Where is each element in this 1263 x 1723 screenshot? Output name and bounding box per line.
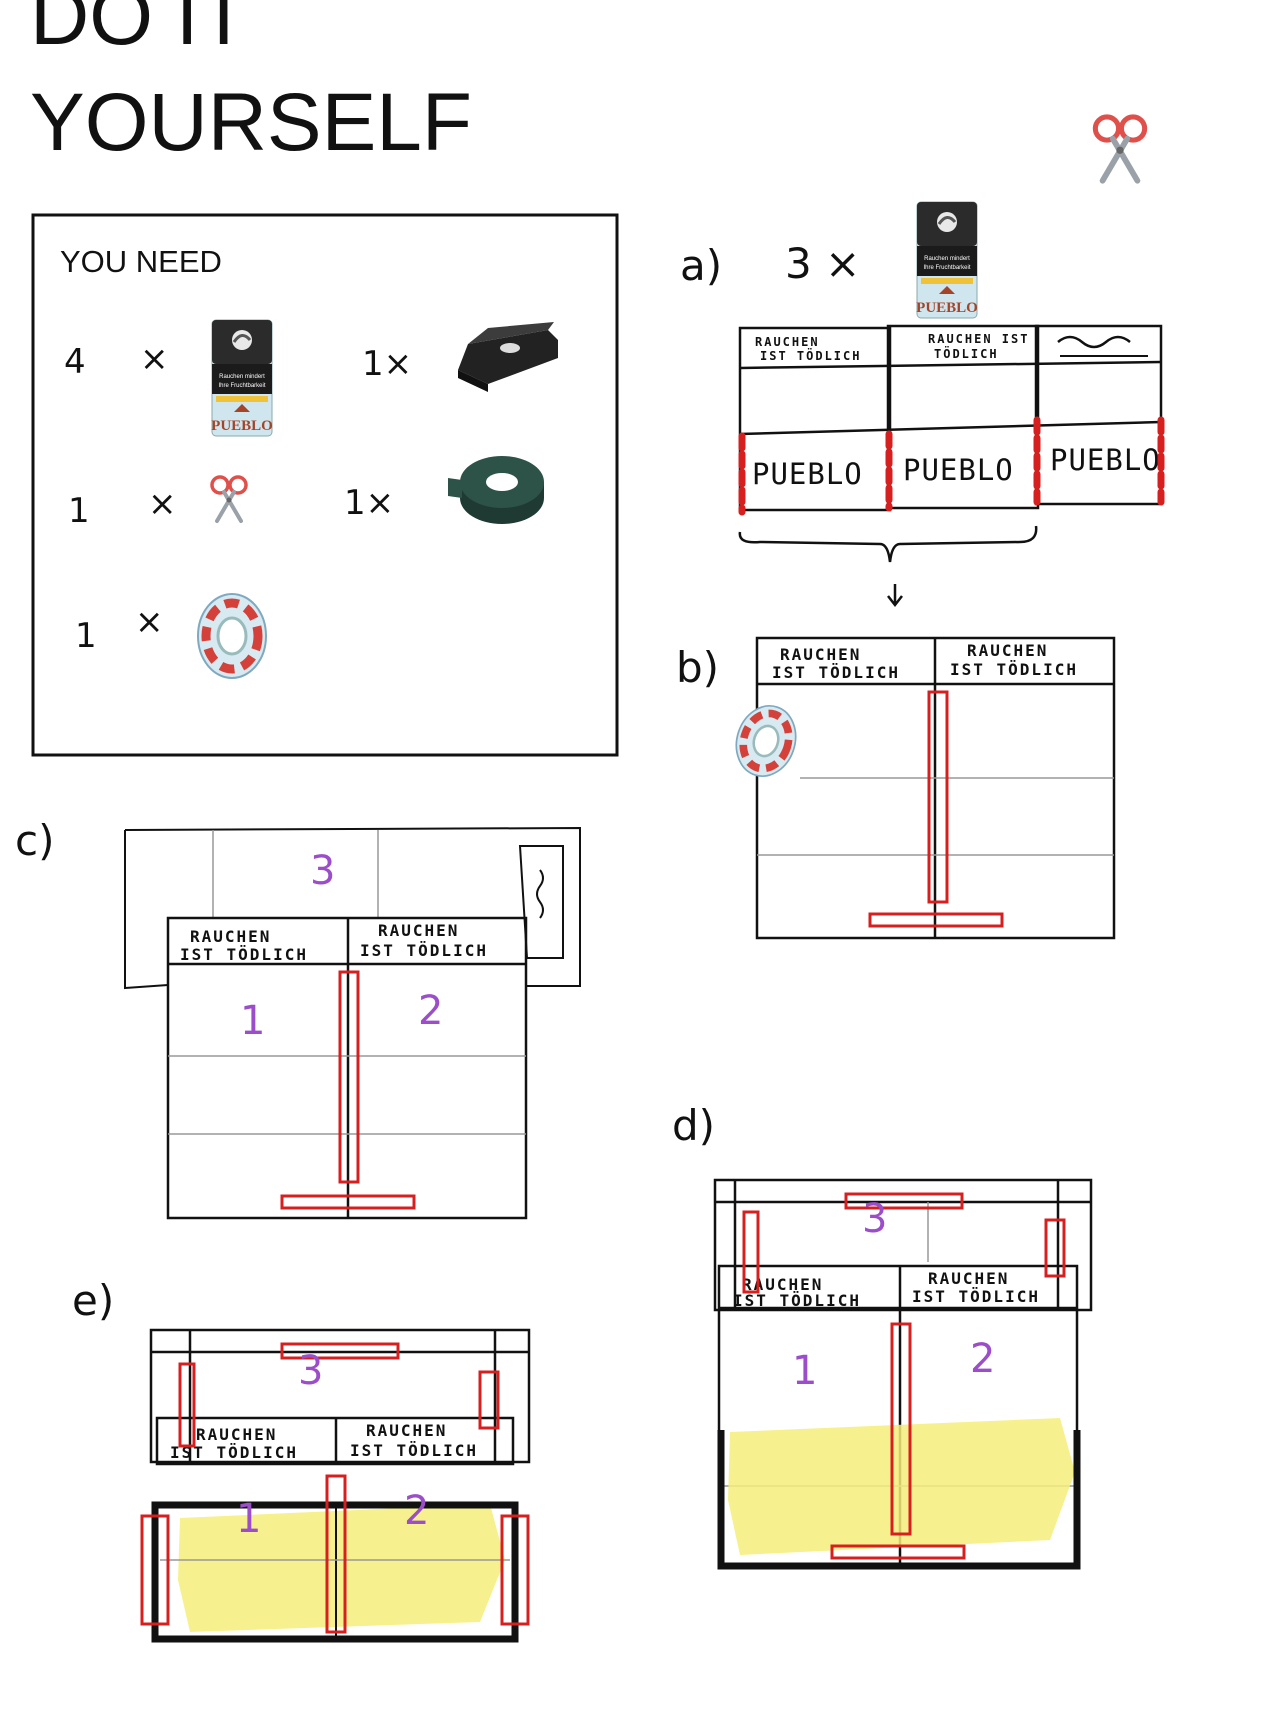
qty-tape: 1: [75, 616, 97, 656]
step-d-warning-c: RAUCHEN: [928, 1269, 1009, 1288]
tape-strip-vertical: [927, 690, 949, 904]
step-b-warning-b: IST TÖDLICH: [772, 663, 900, 682]
tobacco-pouch-icon: [209, 318, 275, 438]
down-arrow: [887, 584, 903, 608]
step-d-number-1: 1: [792, 1348, 817, 1394]
step-e-number-1: 1: [236, 1496, 261, 1542]
tape-strip-horizontal: [830, 1544, 966, 1560]
step-c-warning-d: IST TÖDLICH: [360, 941, 488, 960]
step-e-label: e): [72, 1276, 114, 1325]
step-d: d) RAUCHEN IST TÖDLICH RAUCHEN IST TÖDLI…: [672, 1101, 1093, 1570]
tape-strip-right: [1044, 1218, 1066, 1278]
scissors-icon: [1095, 117, 1144, 181]
step-c-number-1: 1: [240, 998, 265, 1044]
mult-tape: ×: [135, 602, 164, 642]
step-d-warning-a: RAUCHEN: [742, 1275, 823, 1294]
step-a-label: a): [680, 241, 722, 290]
step-a-warning-1a: RAUCHEN: [755, 335, 820, 349]
step-b-warning-c: RAUCHEN: [967, 641, 1048, 660]
step-c-number-2: 2: [418, 988, 443, 1034]
tape-strip-vertical: [325, 1474, 347, 1634]
step-e: e) RAUCHEN IST TÖDLICH RAUCHEN IST TÖDLI…: [72, 1276, 531, 1643]
mult-tobacco: ×: [140, 339, 169, 379]
step-c-warning-b: IST TÖDLICH: [180, 945, 308, 964]
hole-punch-icon: [458, 322, 558, 392]
step-d-warning-b: IST TÖDLICH: [733, 1291, 861, 1310]
materials-heading: YOU NEED: [60, 244, 222, 279]
page-title-line1: DO IT: [30, 0, 249, 62]
tape-strip-side-right: [500, 1514, 530, 1626]
step-c-warning-a: RAUCHEN: [190, 927, 271, 946]
highlight-scribble: [178, 1504, 505, 1632]
step-e-warning-a: RAUCHEN: [196, 1425, 277, 1444]
velcro-roll-icon: [448, 456, 544, 524]
tape-strip-top: [844, 1192, 964, 1210]
step-e-warning-b: IST TÖDLICH: [170, 1443, 298, 1462]
step-a-warning-2b: TÖDLICH: [934, 346, 999, 361]
scissors-icon: [210, 475, 248, 523]
velcro-strips: [738, 416, 1165, 516]
step-e-warning-c: RAUCHEN: [366, 1421, 447, 1440]
scribble-text: [1057, 335, 1131, 349]
step-b-warning-a: RAUCHEN: [780, 645, 861, 664]
step-e-number-3: 3: [298, 1348, 323, 1394]
step-a-brand-2: PUEBLO: [903, 453, 1014, 487]
step-c-label: c): [15, 816, 54, 865]
tape-roll-icon: [198, 594, 266, 678]
step-d-label: d): [672, 1101, 715, 1150]
step-d-warning-d: IST TÖDLICH: [912, 1287, 1040, 1306]
step-b-label: b): [676, 643, 719, 692]
step-d-number-3: 3: [862, 1196, 887, 1242]
tape-strip-right: [478, 1370, 500, 1430]
qty-velcro: 1×: [344, 483, 394, 523]
tape-strip-left: [178, 1362, 196, 1448]
step-a-multiplier: 3 ×: [785, 239, 860, 288]
step-a-brand-3: PUEBLO: [1050, 443, 1161, 477]
tape-strip-horizontal: [868, 912, 1004, 928]
tape-strip-side-left: [140, 1514, 170, 1626]
step-a: a) 3 × RAUCHEN IST TÖDLICH RAUCHEN IST T…: [680, 200, 1165, 608]
step-d-number-2: 2: [970, 1336, 995, 1382]
tape-roll-icon: [727, 698, 804, 784]
step-a-warning-2a: RAUCHEN IST: [928, 332, 1029, 346]
page-title-line2: YOURSELF: [30, 77, 472, 168]
tape-strip-horizontal: [280, 1194, 416, 1210]
qty-scissors: 1: [68, 491, 90, 531]
step-c: c) RAUCHEN IST TÖDLICH RAUCHEN IST TÖDLI…: [15, 816, 581, 1220]
step-c-number-3: 3: [310, 848, 335, 894]
highlight-scribble: [728, 1418, 1075, 1555]
mult-scissors: ×: [148, 484, 177, 524]
tape-strip-vertical: [338, 970, 360, 1184]
step-a-brand-1: PUEBLO: [752, 457, 863, 491]
step-e-number-2: 2: [404, 1488, 429, 1534]
qty-tobacco: 4: [64, 342, 86, 382]
tape-strip-vertical: [890, 1322, 912, 1536]
qty-hole-punch: 1×: [362, 344, 412, 384]
grouping-brace: [738, 525, 1038, 563]
tape-strip-top: [280, 1342, 400, 1360]
step-c-warning-c: RAUCHEN: [378, 921, 459, 940]
materials-box: YOU NEED 4 × 1× 1 × 1× 1 ×: [31, 213, 619, 757]
tape-strip-left: [742, 1210, 760, 1294]
tobacco-pouch-icon: [914, 200, 980, 320]
step-e-warning-d: IST TÖDLICH: [350, 1441, 478, 1460]
step-b-warning-d: IST TÖDLICH: [950, 660, 1078, 679]
step-b: b) RAUCHEN IST TÖDLICH RAUCHEN IST TÖDLI…: [676, 636, 1116, 940]
step-a-warning-1b: IST TÖDLICH: [760, 348, 861, 363]
